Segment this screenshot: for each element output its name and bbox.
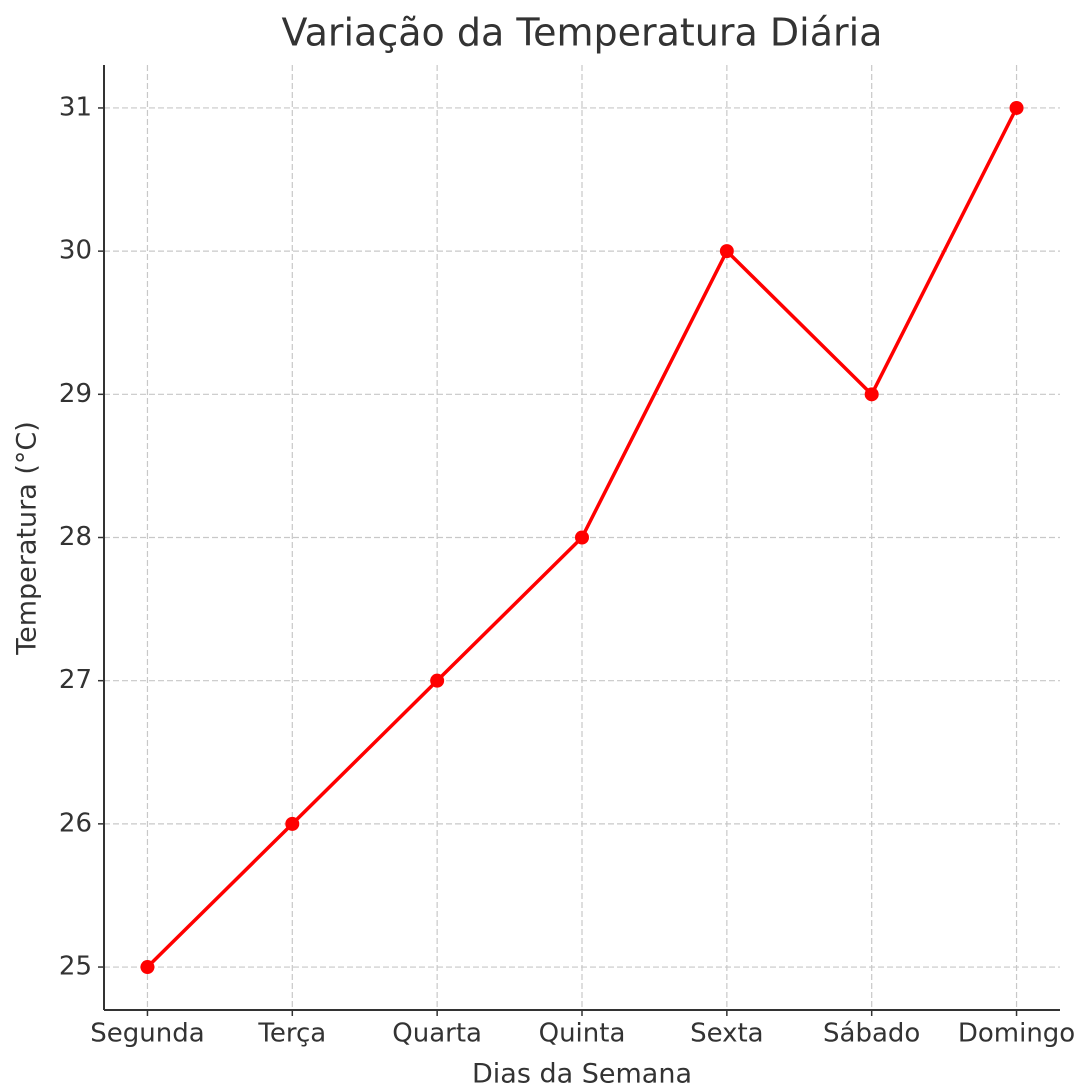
marker <box>285 816 300 831</box>
y-tick-label: 26 <box>59 808 92 838</box>
x-tick-label: Sábado <box>823 1019 920 1049</box>
chart-title: Variação da Temperatura Diária <box>282 11 883 55</box>
marker <box>864 387 879 402</box>
marker <box>140 960 155 975</box>
marker <box>430 673 445 688</box>
y-tick-label: 28 <box>59 522 92 552</box>
marker <box>1009 100 1024 115</box>
y-tick-label: 30 <box>59 236 92 266</box>
x-tick-label: Terça <box>257 1019 326 1049</box>
marker <box>719 244 734 259</box>
x-tick-label: Quarta <box>392 1019 482 1049</box>
x-axis-label: Dias da Semana <box>472 1059 692 1090</box>
y-tick-label: 31 <box>59 92 92 122</box>
y-tick-label: 29 <box>59 379 92 409</box>
x-tick-label: Segunda <box>90 1019 204 1049</box>
y-tick-label: 27 <box>59 665 92 695</box>
x-tick-label: Quinta <box>539 1019 626 1049</box>
x-tick-label: Domingo <box>958 1019 1075 1049</box>
x-tick-label: Sexta <box>690 1019 764 1049</box>
marker <box>575 530 589 545</box>
y-tick-label: 25 <box>59 952 92 982</box>
y-axis-label: Temperatura (°C) <box>12 421 43 656</box>
